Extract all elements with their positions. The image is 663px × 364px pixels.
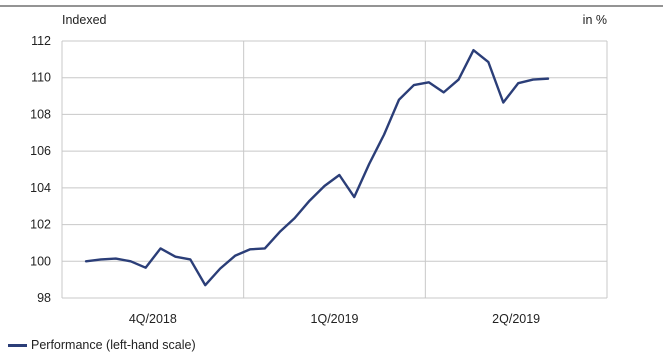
- y-tick-label: 104: [30, 181, 51, 195]
- y-tick-label: 108: [30, 107, 51, 121]
- right-axis-label: in %: [583, 13, 607, 27]
- legend-swatch: [8, 343, 27, 347]
- y-tick-label: 112: [31, 34, 51, 48]
- y-tick-label: 110: [31, 71, 51, 85]
- y-tick-label: 106: [30, 144, 51, 158]
- y-tick-label: 102: [30, 218, 51, 232]
- x-period-label: 2Q/2019: [492, 312, 540, 326]
- y-tick-labels: 112 110 108 106 104 102 100 98: [30, 34, 51, 305]
- x-period-labels: 4Q/2018 1Q/2019 2Q/2019: [129, 312, 540, 326]
- y-tick-label: 98: [37, 291, 51, 305]
- x-period-label: 4Q/2018: [129, 312, 177, 326]
- legend: Performance (left-hand scale): [8, 335, 196, 355]
- y-tick-label: 100: [30, 254, 51, 268]
- performance-line: [84, 48, 550, 287]
- grid: [61, 40, 608, 299]
- x-period-label: 1Q/2019: [311, 312, 359, 326]
- left-axis-label: Indexed: [62, 13, 107, 27]
- legend-label: Performance (left-hand scale): [31, 338, 196, 352]
